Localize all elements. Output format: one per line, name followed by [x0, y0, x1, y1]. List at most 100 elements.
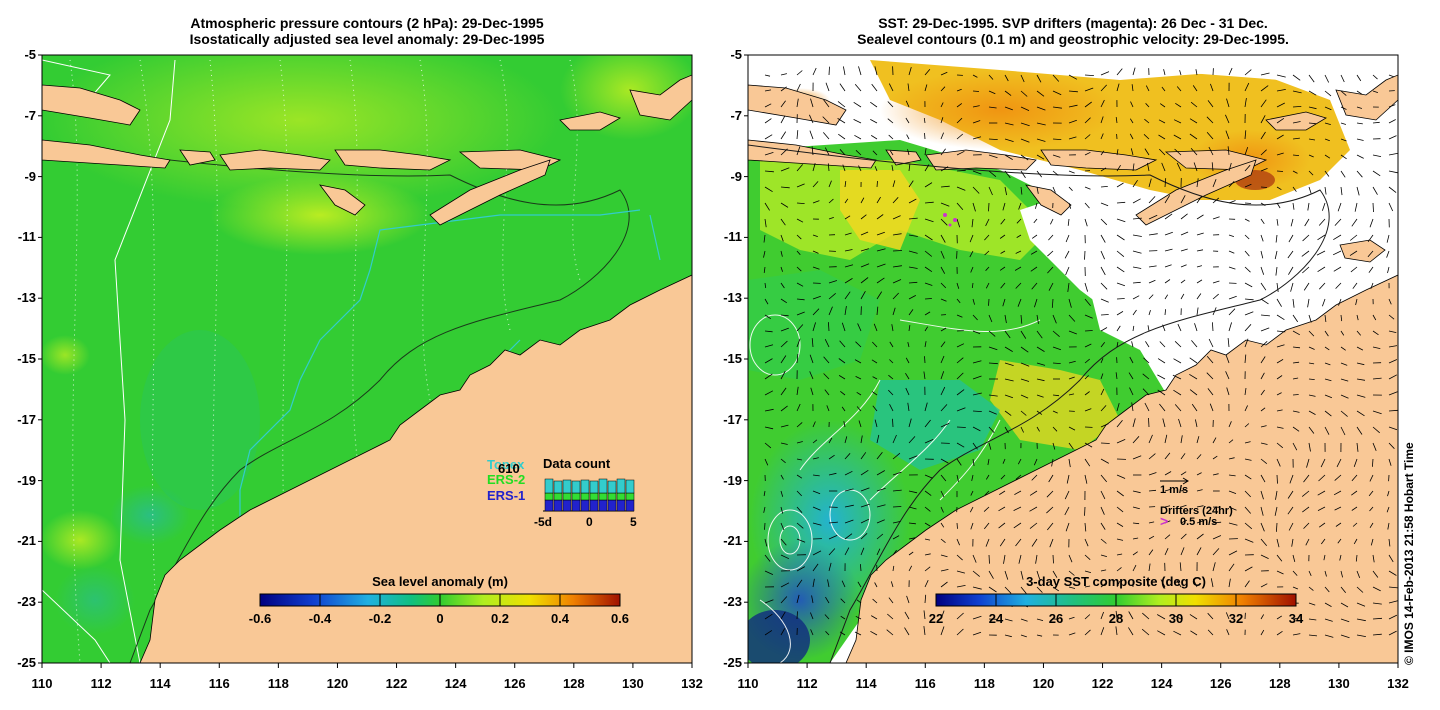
velocity-arrow — [763, 506, 766, 513]
right-lon-tick-label: 124 — [1150, 676, 1173, 691]
velocity-arrow — [1052, 330, 1060, 338]
velocity-arrow — [1207, 388, 1214, 396]
velocity-arrow — [764, 613, 773, 620]
velocity-arrow — [1193, 162, 1198, 172]
velocity-arrow — [1196, 472, 1202, 476]
velocity-arrow — [1196, 505, 1204, 508]
velocity-arrow — [844, 264, 854, 268]
left-lat-tick-label: -23 — [17, 594, 36, 610]
velocity-arrow — [1129, 356, 1134, 364]
velocity-arrow — [1172, 374, 1182, 380]
velocity-arrow — [876, 277, 885, 284]
velocity-arrow — [1189, 373, 1198, 380]
velocity-arrow — [844, 198, 849, 204]
velocity-arrow — [1260, 327, 1270, 332]
velocity-arrow — [1084, 218, 1088, 227]
velocity-arrow — [1132, 564, 1137, 572]
velocity-arrow — [1260, 490, 1264, 500]
velocity-arrow — [1340, 330, 1345, 336]
velocity-arrow — [1367, 234, 1374, 243]
velocity-arrow — [844, 232, 852, 236]
velocity-arrow — [796, 234, 802, 240]
velocity-arrow — [780, 250, 783, 257]
velocity-arrow — [1212, 548, 1220, 556]
velocity-arrow — [888, 83, 894, 92]
velocity-arrow — [1292, 298, 1295, 308]
velocity-arrow — [1132, 537, 1139, 540]
velocity-arrow — [1356, 314, 1359, 321]
velocity-arrow — [1340, 346, 1346, 351]
velocity-arrow — [780, 327, 789, 332]
velocity-arrow — [988, 90, 996, 95]
velocity-arrow — [1029, 490, 1038, 496]
velocity-arrow — [764, 390, 774, 396]
velocity-arrow — [1013, 522, 1022, 529]
velocity-arrow — [940, 102, 944, 108]
velocity-arrow — [956, 298, 961, 304]
velocity-arrow — [1148, 294, 1154, 300]
velocity-arrow — [1356, 378, 1366, 381]
velocity-arrow — [1276, 330, 1286, 333]
velocity-arrow — [1356, 154, 1364, 159]
velocity-arrow — [828, 472, 837, 476]
velocity-arrow — [855, 150, 862, 156]
velocity-arrow — [1116, 567, 1122, 572]
velocity-arrow — [1196, 279, 1203, 284]
velocity-arrow — [796, 611, 798, 620]
velocity-arrow — [1308, 154, 1314, 158]
left-colorbar-label: Sea level anomaly (m) — [372, 574, 508, 589]
velocity-arrow — [1207, 100, 1214, 108]
velocity-arrow — [1020, 410, 1027, 416]
velocity-arrow — [1308, 122, 1316, 125]
velocity-arrow — [1276, 426, 1284, 429]
velocity-arrow — [1212, 293, 1219, 300]
velocity-arrow — [1260, 115, 1266, 124]
velocity-arrow — [985, 474, 990, 480]
velocity-arrow — [1386, 506, 1390, 513]
velocity-arrow — [1228, 162, 1232, 172]
velocity-arrow — [1388, 570, 1397, 576]
velocity-arrow — [908, 418, 912, 428]
velocity-arrow — [1164, 520, 1171, 524]
velocity-arrow — [823, 356, 830, 364]
velocity-arrow — [1020, 330, 1027, 339]
velocity-arrow — [1180, 547, 1185, 556]
velocity-arrow — [796, 98, 799, 108]
velocity-arrow — [1308, 426, 1315, 434]
velocity-arrow — [828, 454, 835, 460]
right-lon-tick-label: 128 — [1268, 676, 1291, 691]
velocity-arrow — [1324, 90, 1332, 97]
velocity-arrow — [1356, 74, 1362, 82]
velocity-arrow — [908, 325, 911, 332]
velocity-arrow — [1260, 131, 1266, 140]
velocity-arrow — [972, 615, 982, 620]
velocity-arrow — [1212, 179, 1217, 188]
velocity-arrow — [1191, 403, 1198, 412]
velocity-arrow — [1372, 170, 1381, 177]
left-lon-tick-label: 116 — [208, 676, 230, 691]
velocity-arrow — [985, 538, 990, 547]
velocity-arrow — [1372, 554, 1375, 563]
velocity-arrow — [892, 506, 902, 508]
velocity-arrow — [1323, 554, 1326, 561]
velocity-arrow — [1100, 250, 1105, 260]
velocity-arrow — [764, 630, 773, 636]
velocity-arrow — [984, 250, 990, 256]
velocity-arrow — [1356, 346, 1364, 351]
velocity-arrow — [988, 570, 994, 579]
velocity-arrow — [1368, 266, 1374, 273]
histogram-bar — [571, 499, 581, 512]
velocity-arrow — [1084, 330, 1093, 332]
velocity-arrow — [764, 344, 774, 348]
velocity-arrow — [1276, 186, 1282, 191]
velocity-arrow — [796, 490, 802, 497]
velocity-arrow — [1084, 117, 1091, 124]
histogram-bar — [562, 492, 572, 501]
velocity-arrow — [892, 452, 901, 460]
velocity-arrow — [828, 292, 836, 300]
velocity-arrow — [1367, 250, 1374, 258]
velocity-arrow — [1020, 426, 1024, 433]
colorbar-tick-label: 28 — [1108, 611, 1124, 626]
right-lat-tick-label: -5 — [730, 47, 742, 62]
velocity-arrow — [908, 436, 916, 444]
